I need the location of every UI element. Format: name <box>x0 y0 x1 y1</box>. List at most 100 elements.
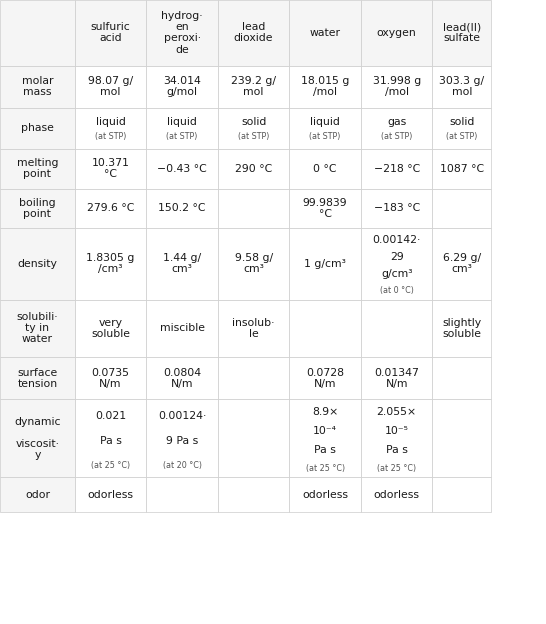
Text: 99.9839
°C: 99.9839 °C <box>303 198 347 219</box>
Bar <box>432 477 491 512</box>
Bar <box>218 477 289 512</box>
Bar <box>146 477 218 512</box>
Text: surface
tension: surface tension <box>17 368 57 389</box>
Bar <box>361 228 432 300</box>
Text: (at STP): (at STP) <box>310 132 341 141</box>
Bar <box>146 357 218 399</box>
Bar <box>218 300 289 357</box>
Bar <box>361 477 432 512</box>
Text: 1 g/cm³: 1 g/cm³ <box>304 258 346 269</box>
Text: 0.00142·: 0.00142· <box>372 235 421 245</box>
Bar <box>0 399 75 477</box>
Bar <box>146 149 218 189</box>
Text: solubili·
ty in
water: solubili· ty in water <box>16 312 58 344</box>
Text: 6.29 g/
cm³: 6.29 g/ cm³ <box>443 253 481 274</box>
Bar <box>432 0 491 66</box>
Bar <box>432 300 491 357</box>
Text: (at 25 °C): (at 25 °C) <box>91 461 130 470</box>
Text: Pa s: Pa s <box>314 444 336 454</box>
Text: (at 0 °C): (at 0 °C) <box>379 286 414 296</box>
Bar <box>75 357 146 399</box>
Bar <box>289 477 361 512</box>
Bar <box>0 149 75 189</box>
Text: 34.014
g/mol: 34.014 g/mol <box>163 76 201 97</box>
Text: very
soluble: very soluble <box>91 318 130 339</box>
Text: 29: 29 <box>390 252 403 262</box>
Bar <box>75 149 146 189</box>
Text: molar
mass: molar mass <box>22 76 53 97</box>
Bar <box>75 300 146 357</box>
Bar <box>432 108 491 149</box>
Text: (at 25 °C): (at 25 °C) <box>377 464 416 472</box>
Bar <box>218 66 289 108</box>
Text: liquid: liquid <box>96 117 126 127</box>
Bar <box>289 228 361 300</box>
Bar <box>75 477 146 512</box>
Text: 31.998 g
/mol: 31.998 g /mol <box>372 76 421 97</box>
Text: 0.0804
N/m: 0.0804 N/m <box>163 368 201 389</box>
Bar <box>75 0 146 66</box>
Text: 2.055×: 2.055× <box>377 407 417 417</box>
Bar <box>432 149 491 189</box>
Text: 0.01347
N/m: 0.01347 N/m <box>374 368 419 389</box>
Bar <box>361 66 432 108</box>
Text: gas: gas <box>387 117 406 127</box>
Text: 10⁻⁵: 10⁻⁵ <box>385 426 408 436</box>
Bar <box>289 66 361 108</box>
Bar <box>289 189 361 228</box>
Text: 18.015 g
/mol: 18.015 g /mol <box>301 76 349 97</box>
Bar <box>146 189 218 228</box>
Text: oxygen: oxygen <box>377 27 417 38</box>
Bar <box>146 300 218 357</box>
Text: (at STP): (at STP) <box>95 132 126 141</box>
Bar <box>218 228 289 300</box>
Text: sulfuric
acid: sulfuric acid <box>91 22 130 43</box>
Text: 303.3 g/
mol: 303.3 g/ mol <box>440 76 484 97</box>
Text: slightly
soluble: slightly soluble <box>442 318 482 339</box>
Text: solid: solid <box>241 117 266 127</box>
Text: dynamic

viscosit·
y: dynamic viscosit· y <box>14 417 61 460</box>
Bar <box>146 0 218 66</box>
Bar <box>218 149 289 189</box>
Bar <box>361 300 432 357</box>
Bar <box>218 189 289 228</box>
Text: (at 25 °C): (at 25 °C) <box>306 464 345 472</box>
Bar <box>218 357 289 399</box>
Bar <box>432 357 491 399</box>
Text: g/cm³: g/cm³ <box>381 269 412 279</box>
Bar <box>432 189 491 228</box>
Text: (at STP): (at STP) <box>238 132 269 141</box>
Text: liquid: liquid <box>310 117 340 127</box>
Bar <box>146 399 218 477</box>
Bar <box>75 189 146 228</box>
Text: 98.07 g/
mol: 98.07 g/ mol <box>88 76 133 97</box>
Bar <box>361 0 432 66</box>
Text: 1.44 g/
cm³: 1.44 g/ cm³ <box>163 253 201 274</box>
Bar <box>432 399 491 477</box>
Bar <box>361 108 432 149</box>
Bar <box>361 357 432 399</box>
Bar <box>289 300 361 357</box>
Bar <box>146 108 218 149</box>
Text: 0.00124·: 0.00124· <box>158 411 206 421</box>
Text: −183 °C: −183 °C <box>373 203 420 213</box>
Text: 0.0728
N/m: 0.0728 N/m <box>306 368 344 389</box>
Text: lead
dioxide: lead dioxide <box>234 22 274 43</box>
Text: 0.0735
N/m: 0.0735 N/m <box>92 368 129 389</box>
Text: 9.58 g/
cm³: 9.58 g/ cm³ <box>235 253 272 274</box>
Text: hydrog·
en
peroxi·
de: hydrog· en peroxi· de <box>161 11 203 54</box>
Bar <box>289 108 361 149</box>
Bar <box>0 228 75 300</box>
Text: 10⁻⁴: 10⁻⁴ <box>313 426 337 436</box>
Bar <box>146 228 218 300</box>
Text: −0.43 °C: −0.43 °C <box>157 163 207 174</box>
Bar <box>75 228 146 300</box>
Text: (at STP): (at STP) <box>381 132 412 141</box>
Text: 0.021: 0.021 <box>95 411 126 421</box>
Text: (at STP): (at STP) <box>446 132 478 141</box>
Bar <box>361 149 432 189</box>
Bar <box>0 357 75 399</box>
Text: odor: odor <box>25 489 50 500</box>
Text: odorless: odorless <box>87 489 134 500</box>
Text: 290 °C: 290 °C <box>235 163 272 174</box>
